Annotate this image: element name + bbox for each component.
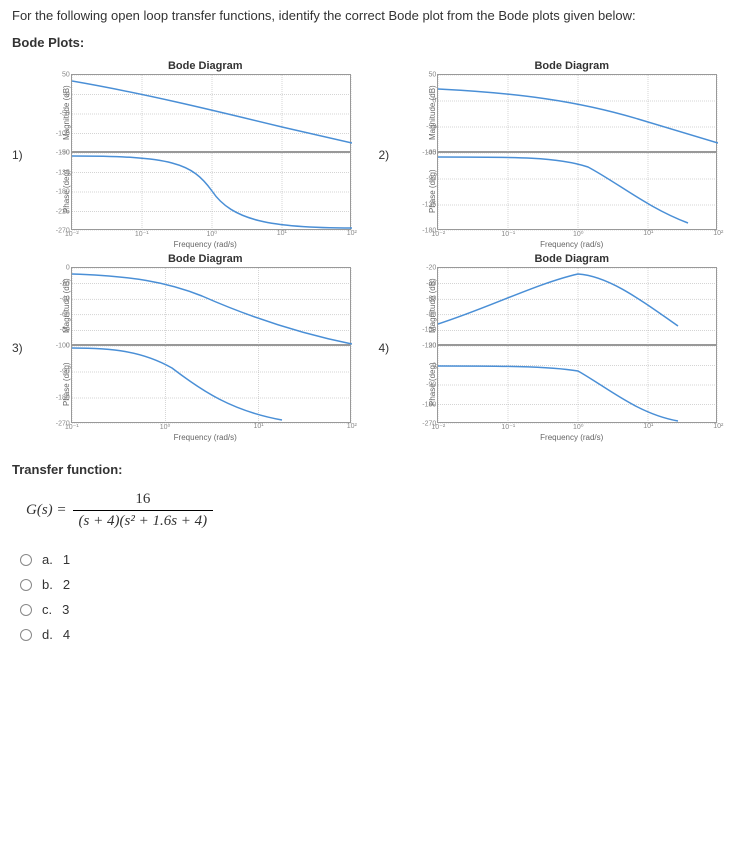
plot-number: 4) (379, 341, 399, 355)
tf-label: Transfer function: (12, 462, 737, 477)
x-tick: 10² (347, 422, 357, 430)
y-tick: 0 (66, 265, 72, 272)
radio-icon[interactable] (20, 604, 32, 616)
y-tick: -80 (426, 311, 438, 318)
x-tick: 10¹ (277, 229, 287, 237)
y-tick: -40 (426, 280, 438, 287)
y-tick: -80 (60, 327, 72, 334)
bode-title: Bode Diagram (168, 253, 243, 265)
option-text: 3 (62, 602, 69, 617)
y-tick: 0 (66, 91, 72, 98)
option-row[interactable]: a. 1 (20, 552, 737, 567)
x-tick: 10⁻¹ (501, 229, 515, 238)
radio-icon[interactable] (20, 629, 32, 641)
tf-lhs: G(s) = (26, 502, 67, 519)
y-tick: -180 (56, 395, 72, 402)
xlabel: Frequency (rad/s) (60, 433, 351, 442)
option-letter: c. (42, 602, 52, 617)
bode-plot: Bode DiagramMagnitude (dB)500-50-100-150… (40, 60, 371, 249)
y-tick: -60 (60, 311, 72, 318)
option-row[interactable]: c. 3 (20, 602, 737, 617)
y-tick: 50 (62, 72, 72, 79)
y-tick: -100 (56, 130, 72, 137)
x-tick: 10⁻¹ (65, 422, 79, 431)
option-letter: b. (42, 577, 53, 592)
x-tick: 10² (713, 422, 723, 430)
y-tick: -20 (426, 265, 438, 272)
x-tick: 10⁰ (160, 422, 171, 431)
bode-plot: Bode DiagramMagnitude (dB)-20-40-60-80-1… (407, 253, 738, 442)
y-tick: -135 (422, 202, 438, 209)
xlabel: Frequency (rad/s) (426, 240, 717, 249)
radio-icon[interactable] (20, 579, 32, 591)
bode-plot: Bode DiagramMagnitude (dB)0-20-40-60-80-… (40, 253, 371, 442)
y-tick: -225 (56, 208, 72, 215)
tf-denominator: (s + 4)(s² + 1.6s + 4) (73, 510, 214, 530)
y-tick: -40 (60, 296, 72, 303)
x-tick: 10⁻² (431, 229, 445, 238)
tf-equation: G(s) = 16 (s + 4)(s² + 1.6s + 4) (26, 491, 737, 530)
x-tick: 10¹ (253, 422, 263, 430)
x-tick: 10⁰ (573, 422, 584, 431)
option-letter: d. (42, 627, 53, 642)
question-text: For the following open loop transfer fun… (12, 8, 737, 23)
bode-title: Bode Diagram (534, 253, 609, 265)
y-tick: -90 (426, 382, 438, 389)
x-tick: 10¹ (643, 422, 653, 430)
y-tick: 0 (432, 362, 438, 369)
y-tick: -20 (60, 280, 72, 287)
y-tick: -45 (426, 150, 438, 157)
y-tick: -135 (56, 169, 72, 176)
y-tick: -180 (422, 401, 438, 408)
bode-title: Bode Diagram (534, 60, 609, 72)
x-tick: 10⁻¹ (501, 422, 515, 431)
plots-section-label: Bode Plots: (12, 35, 737, 50)
ylabel-phase: Phase (deg) (60, 345, 71, 423)
option-text: 1 (63, 552, 70, 567)
x-tick: 10⁻² (65, 229, 79, 238)
x-tick: 10⁰ (573, 229, 584, 238)
xlabel: Frequency (rad/s) (426, 433, 717, 442)
plots-grid: 1)Bode DiagramMagnitude (dB)500-50-100-1… (12, 60, 737, 442)
plot-number: 1) (12, 148, 32, 162)
x-tick: 10¹ (643, 229, 653, 237)
bode-title: Bode Diagram (168, 60, 243, 72)
bode-plot: Bode DiagramMagnitude (dB)500-50-100Phas… (407, 60, 738, 249)
option-text: 4 (63, 627, 70, 642)
plot-number: 2) (379, 148, 399, 162)
ylabel-magnitude: Magnitude (dB) (426, 74, 437, 152)
x-tick: 10⁻² (431, 422, 445, 431)
y-tick: -50 (426, 124, 438, 131)
y-tick: 50 (428, 72, 438, 79)
option-row[interactable]: b. 2 (20, 577, 737, 592)
x-tick: 10⁻¹ (135, 229, 149, 238)
y-tick: -90 (426, 176, 438, 183)
y-tick: -90 (60, 150, 72, 157)
y-tick: -90 (60, 369, 72, 376)
y-tick: -100 (422, 327, 438, 334)
option-text: 2 (63, 577, 70, 592)
y-tick: 0 (66, 343, 72, 350)
x-tick: 10² (347, 229, 357, 237)
options-list: a. 1 b. 2 c. 3 d. 4 (20, 552, 737, 642)
x-tick: 10² (713, 229, 723, 237)
y-tick: 90 (428, 343, 438, 350)
x-tick: 10⁰ (206, 229, 217, 238)
y-tick: -180 (56, 189, 72, 196)
radio-icon[interactable] (20, 554, 32, 566)
option-letter: a. (42, 552, 53, 567)
option-row[interactable]: d. 4 (20, 627, 737, 642)
transfer-function-section: Transfer function: G(s) = 16 (s + 4)(s² … (12, 462, 737, 642)
tf-numerator: 16 (131, 491, 154, 510)
ylabel-phase: Phase (deg) (426, 152, 437, 230)
y-tick: -60 (426, 296, 438, 303)
y-tick: 0 (432, 98, 438, 105)
y-tick: -50 (60, 111, 72, 118)
xlabel: Frequency (rad/s) (60, 240, 351, 249)
plot-number: 3) (12, 341, 32, 355)
